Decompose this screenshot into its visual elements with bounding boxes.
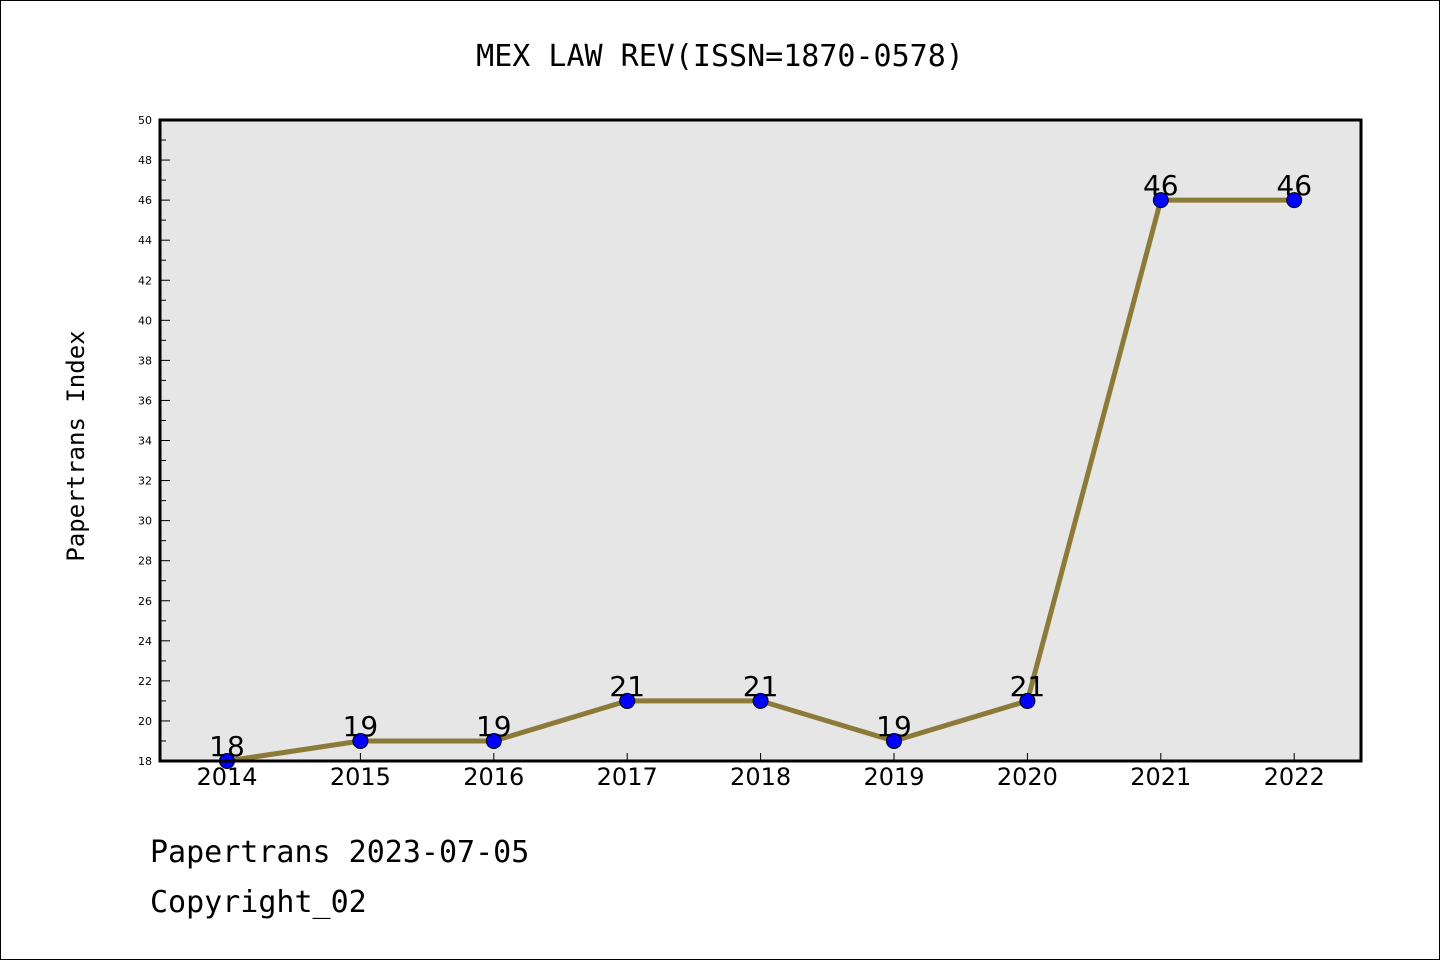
x-tick-label: 2018 xyxy=(730,763,791,791)
data-label: 46 xyxy=(1276,169,1312,202)
y-tick-label: 48 xyxy=(138,154,152,167)
y-tick-label: 18 xyxy=(138,755,152,768)
y-tick-label: 34 xyxy=(138,435,152,448)
data-label: 18 xyxy=(209,730,245,763)
y-tick-label: 40 xyxy=(138,314,152,327)
y-axis: 18 20 22 24 26 28 30 32 34 36 38 40 42 44 46 48 50 xyxy=(138,114,170,768)
y-tick-label: 30 xyxy=(138,515,152,528)
data-point xyxy=(1019,692,1036,709)
y-tick-label: 24 xyxy=(138,635,152,648)
data-label: 21 xyxy=(609,670,645,703)
y-tick-label: 28 xyxy=(138,555,152,568)
y-tick-label: 26 xyxy=(138,595,152,608)
data-label: 19 xyxy=(876,710,912,743)
data-label: 46 xyxy=(1143,169,1179,202)
data-label: 21 xyxy=(743,670,779,703)
data-point xyxy=(352,732,369,749)
x-axis: 2014 2015 2016 2017 2018 2019 2020 2021 2022 xyxy=(196,753,1325,791)
plot-area xyxy=(160,120,1361,761)
y-axis-label: Papertrans Index xyxy=(62,330,90,561)
x-tick-label: 2021 xyxy=(1130,763,1191,791)
x-tick-label: 2016 xyxy=(463,763,524,791)
y-tick-label: 36 xyxy=(138,394,152,407)
x-tick-label: 2019 xyxy=(863,763,924,791)
y-tick-label: 44 xyxy=(138,234,152,247)
x-tick-label: 2020 xyxy=(997,763,1058,791)
plot-border xyxy=(158,118,1363,763)
data-point xyxy=(1152,192,1169,209)
data-point xyxy=(619,692,636,709)
y-tick-label: 42 xyxy=(138,274,152,287)
data-point xyxy=(485,732,502,749)
data-label: 19 xyxy=(343,710,379,743)
data-label: 21 xyxy=(1010,670,1046,703)
x-tick-label: 2015 xyxy=(330,763,391,791)
series-layer: 18 19 19 21 21 19 21 46 46 xyxy=(209,169,1312,769)
x-tick-label: 2022 xyxy=(1264,763,1325,791)
y-tick-label: 32 xyxy=(138,475,152,488)
y-tick-label: 22 xyxy=(138,675,152,688)
footer-date: Papertrans 2023-07-05 xyxy=(150,835,530,870)
data-label: 19 xyxy=(476,710,512,743)
x-tick-label: 2017 xyxy=(597,763,658,791)
y-tick-label: 20 xyxy=(138,715,152,728)
footer-copyright: Copyright_02 xyxy=(150,885,367,920)
y-tick-label: 46 xyxy=(138,194,152,207)
data-point xyxy=(886,732,902,749)
chart-title: MEX LAW REV(ISSN=1870-0578) xyxy=(476,39,964,74)
y-tick-label: 50 xyxy=(138,114,152,127)
data-point xyxy=(1286,192,1303,209)
data-point xyxy=(752,692,769,709)
y-tick-label: 38 xyxy=(138,354,152,367)
